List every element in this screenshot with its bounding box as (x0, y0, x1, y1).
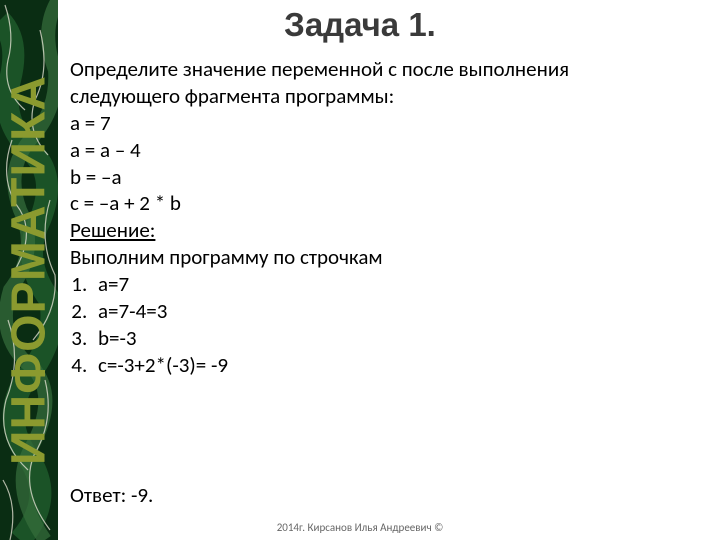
list-item: a=7 (92, 271, 662, 298)
slide-title: Задача 1. (0, 6, 720, 44)
solution-label: Решение: (70, 217, 700, 244)
solution-intro: Выполним программу по строчкам (70, 244, 700, 271)
sidebar-label: ИНФОРМАТИКА (2, 75, 57, 465)
footer-copyright: 2014г. Кирсанов Илья Андреевич © (0, 521, 720, 534)
list-item: b=-3 (92, 325, 662, 352)
list-item: c=-3+2*(-3)= -9 (92, 352, 662, 379)
code-line: a = 7 (70, 110, 700, 137)
prompt-line: следующего фрагмента программы: (70, 83, 700, 110)
list-item: a=7-4=3 (92, 298, 662, 325)
code-line: a = a – 4 (70, 137, 700, 164)
code-line: b = –a (70, 164, 700, 191)
answer-line: Ответ: -9. (70, 482, 153, 508)
code-line: c = –a + 2 * b (70, 190, 700, 217)
prompt-line: Определите значение переменной c после в… (70, 56, 700, 83)
solution-steps: a=7 a=7-4=3 b=-3 c=-3+2*(-3)= -9 (32, 271, 662, 379)
sidebar-texture: ИНФОРМАТИКА (0, 0, 58, 540)
slide-body: Определите значение переменной c после в… (70, 56, 700, 379)
